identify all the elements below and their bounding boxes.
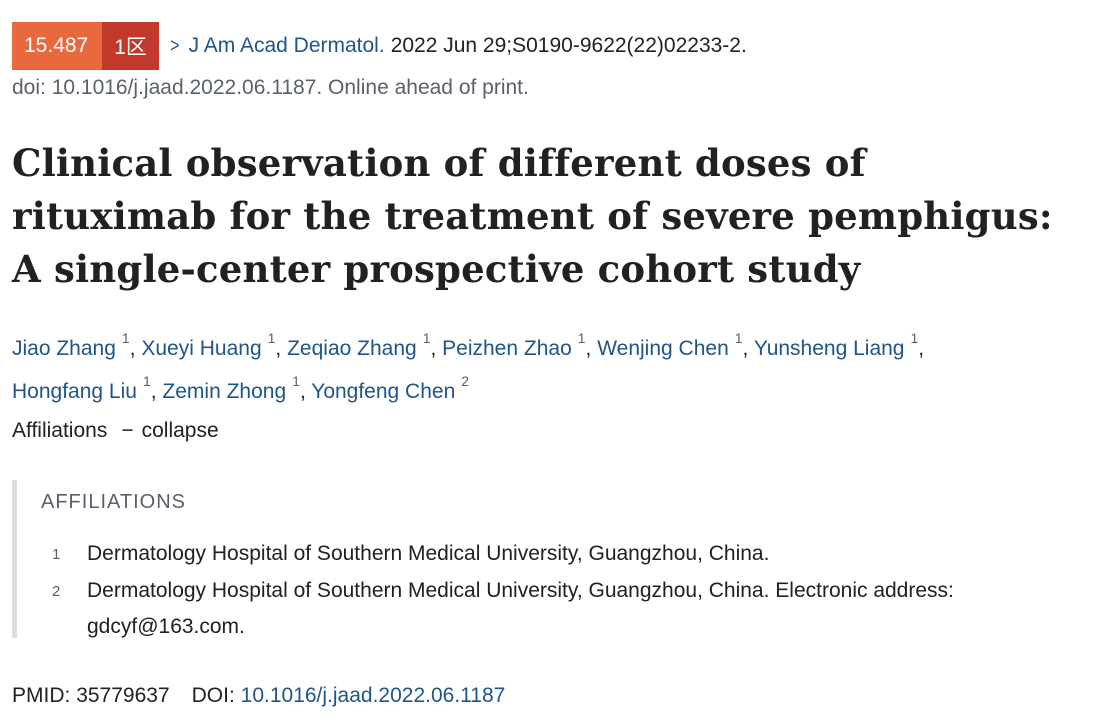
author-name[interactable]: Peizhen Zhao bbox=[442, 337, 572, 360]
affiliations-list: 1 Dermatology Hospital of Southern Medic… bbox=[47, 536, 1077, 645]
author-link[interactable]: Wenjing Chen 1 bbox=[597, 330, 742, 360]
affiliations-heading: AFFILIATIONS bbox=[41, 491, 186, 513]
author-name[interactable]: Xueyi Huang bbox=[141, 337, 262, 360]
author-affiliation-ref[interactable]: 1 bbox=[267, 330, 276, 346]
author-affiliation-ref[interactable]: 1 bbox=[121, 330, 130, 346]
collapse-dash-icon[interactable]: − bbox=[121, 419, 134, 442]
affiliations-toggle[interactable]: Affiliations − collapse bbox=[12, 419, 219, 443]
author-affiliation-ref[interactable]: 1 bbox=[292, 373, 300, 389]
affiliation-number: 2 bbox=[52, 583, 61, 600]
author-affiliation-ref[interactable]: 2 bbox=[461, 373, 470, 389]
chevron-right-icon[interactable]: > bbox=[170, 34, 180, 57]
author-link[interactable]: Hongfang Liu 1 bbox=[12, 373, 151, 403]
author-link[interactable]: Jiao Zhang 1 bbox=[12, 330, 130, 360]
author-affiliation-ref[interactable]: 1 bbox=[422, 330, 431, 346]
doi-link[interactable]: 10.1016/j.jaad.2022.06.1187 bbox=[240, 684, 506, 707]
author-name[interactable]: Zemin Zhong bbox=[162, 380, 287, 403]
author-link[interactable]: Xueyi Huang 1 bbox=[141, 330, 275, 360]
authors-list: Jiao Zhang 1, Xueyi Huang 1, Zeqiao Zhang 1… bbox=[12, 330, 925, 403]
author-link[interactable]: Yunsheng Liang 1 bbox=[753, 330, 918, 360]
author-name[interactable]: Yongfeng Chen bbox=[311, 380, 456, 403]
author-name[interactable]: Zeqiao Zhang bbox=[287, 337, 417, 360]
doi-line: doi: 10.1016/j.jaad.2022.06.1187. Online… bbox=[12, 76, 529, 99]
zone-badge[interactable]: 1区 bbox=[102, 22, 159, 70]
article-title: Clinical observation of different doses … bbox=[12, 141, 1053, 291]
affiliation-item: 2 Dermatology Hospital of Southern Medic… bbox=[47, 573, 1077, 645]
author-name[interactable]: Hongfang Liu bbox=[12, 380, 137, 403]
author-affiliation-ref[interactable]: 1 bbox=[910, 330, 919, 346]
journal-link[interactable]: J Am Acad Dermatol. bbox=[188, 34, 385, 57]
author-name[interactable]: Jiao Zhang bbox=[12, 337, 116, 360]
affiliation-text: Dermatology Hospital of Southern Medical… bbox=[87, 579, 954, 638]
affiliations-toggle-label[interactable]: Affiliations bbox=[12, 419, 108, 442]
affiliation-text: Dermatology Hospital of Southern Medical… bbox=[87, 542, 770, 565]
author-affiliation-ref[interactable]: 1 bbox=[734, 330, 743, 346]
author-name[interactable]: Yunsheng Liang bbox=[753, 337, 905, 360]
author-link[interactable]: Peizhen Zhao 1 bbox=[442, 330, 585, 360]
citation-text: 2022 Jun 29;S0190-9622(22)02233-2. bbox=[390, 34, 747, 57]
identifiers-line: PMID: 35779637 DOI: 10.1016/j.jaad.2022.0… bbox=[12, 684, 505, 708]
pmid-label: PMID: bbox=[12, 684, 71, 707]
journal-line: 15.487 1区 > J Am Acad Dermatol. 2022 Jun… bbox=[12, 22, 747, 70]
author-link[interactable]: Yongfeng Chen 2 bbox=[311, 373, 469, 403]
collapse-action[interactable]: collapse bbox=[141, 419, 219, 442]
author-link[interactable]: Zemin Zhong 1 bbox=[162, 373, 300, 403]
author-name[interactable]: Wenjing Chen bbox=[597, 337, 729, 360]
author-link[interactable]: Zeqiao Zhang 1 bbox=[287, 330, 430, 360]
doi-label: DOI: bbox=[191, 684, 235, 707]
impact-factor-badge[interactable]: 15.487 bbox=[12, 22, 103, 70]
author-affiliation-ref[interactable]: 1 bbox=[577, 330, 586, 346]
affiliation-item: 1 Dermatology Hospital of Southern Medic… bbox=[47, 536, 1077, 573]
affiliation-number: 1 bbox=[52, 546, 61, 563]
pmid-value: 35779637 bbox=[76, 684, 170, 707]
author-affiliation-ref[interactable]: 1 bbox=[142, 373, 151, 389]
affiliations-panel: AFFILIATIONS 1 Dermatology Hospital of S… bbox=[12, 480, 1093, 638]
